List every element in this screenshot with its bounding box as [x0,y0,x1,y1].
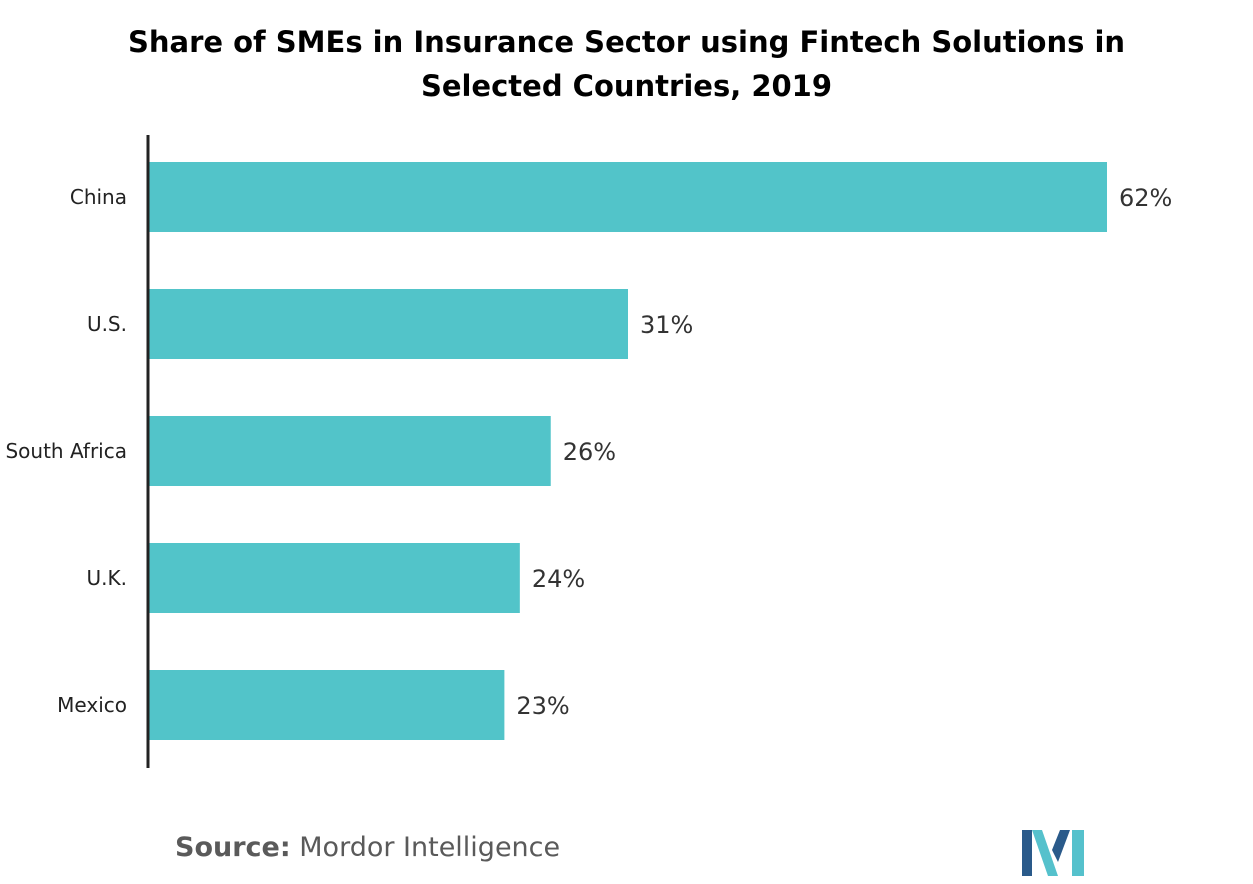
bar-u-k [149,543,520,613]
chart-title: Share of SMEs in Insurance Sector using … [100,20,1153,108]
logo-left-bar [1022,830,1032,876]
logo-left-diagonal [1032,830,1058,876]
category-label-south-africa: South Africa [5,439,127,463]
mordor-intelligence-logo [1022,830,1084,876]
bars-layer [149,162,1107,740]
data-label-u-s: 31% [640,311,693,339]
chart-title-line-1: Share of SMEs in Insurance Sector using … [127,25,1126,59]
source-value: Mordor Intelligence [299,832,561,863]
category-label-u-k: U.K. [87,566,127,590]
data-label-mexico: 23% [516,692,569,720]
data-label-south-africa: 26% [563,438,616,466]
source-note: Source: Mordor Intelligence [175,828,560,868]
bar-u-s [149,289,628,359]
bar-south-africa [149,416,551,486]
chart-title-line-2: Selected Countries, 2019 [420,69,833,103]
category-label-u-s: U.S. [87,312,127,336]
logo-mid-diagonal [1052,830,1070,862]
bar-china [149,162,1107,232]
bar-mexico [149,670,505,740]
logo-right-bar [1072,830,1084,876]
category-label-china: China [70,185,127,209]
data-label-china: 62% [1119,184,1172,212]
category-label-mexico: Mexico [57,693,127,717]
labels-layer: China 62% U.S. 31% South Africa 26% U.K. 24% Mex… [5,184,1172,720]
source-label: Source: [175,832,291,863]
data-label-u-k: 24% [532,565,585,593]
